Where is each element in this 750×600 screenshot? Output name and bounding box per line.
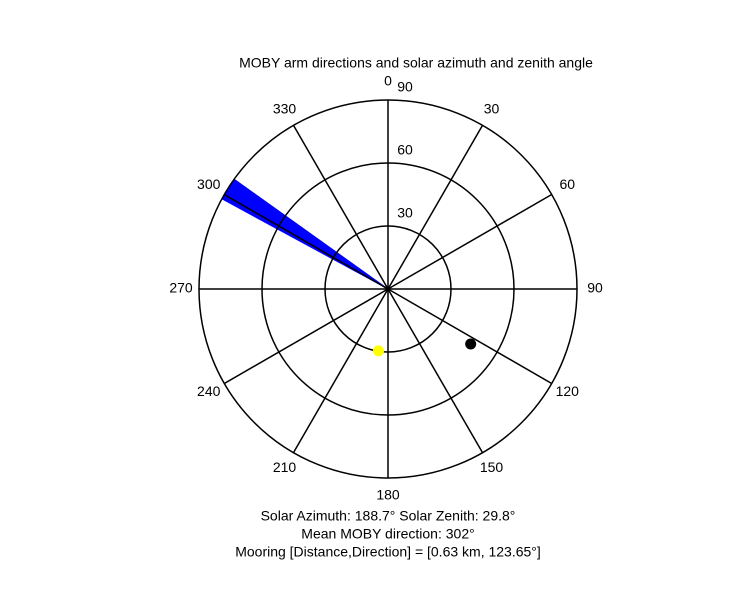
- note: Mooring [Distance,Direction] = [0.63 km,…: [235, 544, 541, 560]
- r-tick-label: 30: [397, 205, 413, 221]
- theta-tick-label: 60: [559, 176, 575, 192]
- theta-tick-label: 30: [484, 100, 500, 116]
- point: [465, 338, 477, 350]
- grid-spoke: [223, 288, 389, 385]
- theta-tick-label: 180: [376, 487, 400, 503]
- theta-tick-label: 150: [480, 459, 504, 475]
- arm-wedge: [221, 178, 389, 290]
- theta-tick-label: 270: [169, 280, 193, 296]
- grid-spoke: [223, 193, 389, 290]
- theta-tick-label: 330: [273, 100, 297, 116]
- theta-tick-label: 240: [197, 383, 221, 399]
- grid-spoke: [292, 124, 389, 290]
- note: Solar Azimuth: 188.7° Solar Zenith: 29.8…: [261, 508, 516, 524]
- note: Mean MOBY direction: 302°: [301, 526, 474, 542]
- grid-spoke: [292, 288, 389, 454]
- chart-title: MOBY arm directions and solar azimuth an…: [239, 55, 593, 71]
- grid-spoke: [387, 124, 484, 290]
- theta-tick-label: 0: [384, 73, 392, 89]
- point: [373, 345, 385, 357]
- grid-spoke: [387, 288, 553, 385]
- theta-tick-label: 90: [587, 280, 603, 296]
- theta-tick-label: 300: [197, 176, 221, 192]
- grid-spoke: [387, 288, 484, 454]
- r-tick-label: 60: [397, 142, 413, 158]
- grid-spoke: [387, 193, 553, 290]
- theta-tick-label: 210: [273, 459, 297, 475]
- theta-tick-label: 120: [556, 383, 580, 399]
- r-tick-label: 90: [397, 79, 413, 95]
